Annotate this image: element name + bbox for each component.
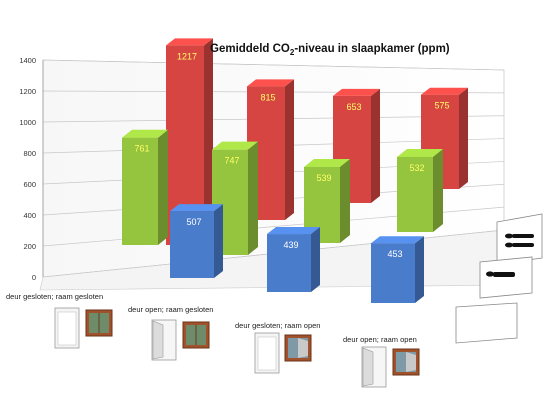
y-tick-label: 1200 — [19, 87, 36, 96]
data-label: 653 — [346, 102, 361, 112]
y-tick-label: 200 — [23, 242, 36, 251]
bar-side — [285, 79, 294, 220]
bar-top — [304, 159, 350, 168]
bar-top — [397, 148, 443, 157]
legend-item-two-people — [496, 213, 543, 265]
door-closed-window-closed-image — [54, 307, 113, 349]
data-label: 815 — [260, 92, 275, 102]
door-closed-window-open-image — [254, 332, 312, 374]
category-label-1: deur gesloten; raam gesloten — [6, 292, 103, 301]
bar-side — [415, 236, 424, 303]
data-label: 507 — [186, 217, 201, 227]
data-label: 439 — [283, 240, 298, 250]
category-label-3: deur gesloten; raam open — [235, 321, 320, 330]
legend-item-one-person — [479, 256, 533, 299]
bar-top — [122, 129, 168, 138]
data-label: 761 — [134, 144, 149, 154]
category-label-4: deur open; raam open — [343, 335, 417, 344]
bar-top — [267, 227, 320, 235]
bar-side — [340, 159, 350, 243]
bar-side — [433, 148, 443, 232]
bar-side — [158, 129, 168, 245]
bar — [397, 156, 433, 232]
one-person-icon — [486, 271, 515, 277]
data-label: 747 — [224, 156, 239, 166]
gridline — [42, 59, 505, 71]
bar — [170, 211, 214, 278]
bar-side — [311, 227, 320, 292]
bar-side — [459, 87, 468, 189]
category-label-2: deur open; raam gesloten — [128, 305, 213, 314]
bar-top — [212, 141, 258, 150]
door-open-window-closed-image — [151, 319, 210, 361]
bar-top — [371, 236, 424, 244]
bar-top — [166, 38, 213, 46]
data-label: 453 — [387, 249, 402, 259]
bar-top — [247, 79, 294, 87]
bar-top — [170, 204, 223, 212]
bar-side — [204, 38, 213, 245]
chart-legend — [455, 213, 543, 344]
y-tick-label: 1400 — [19, 56, 36, 65]
bar-top — [421, 87, 468, 95]
y-tick-label: 800 — [23, 149, 36, 158]
data-label: 575 — [434, 101, 449, 111]
y-tick-label: 400 — [23, 211, 36, 220]
bar-side — [214, 204, 223, 278]
y-tick-label: 600 — [23, 180, 36, 189]
bar-side — [371, 88, 380, 203]
door-open-window-open-image — [361, 346, 420, 388]
bar — [267, 234, 311, 292]
y-tick-label: 1000 — [19, 118, 36, 127]
bar-side — [248, 141, 258, 255]
data-label: 532 — [409, 163, 424, 173]
y-tick-label: 0 — [32, 273, 36, 282]
bar — [371, 243, 415, 303]
data-label: 1217 — [177, 51, 197, 61]
data-label: 539 — [316, 173, 331, 183]
two-people-icon — [505, 233, 534, 248]
bar-top — [333, 88, 380, 96]
bar — [122, 137, 158, 245]
legend-item-empty — [455, 302, 518, 344]
chart-title: Gemiddeld CO2-niveau in slaapkamer (ppm) — [210, 43, 450, 57]
